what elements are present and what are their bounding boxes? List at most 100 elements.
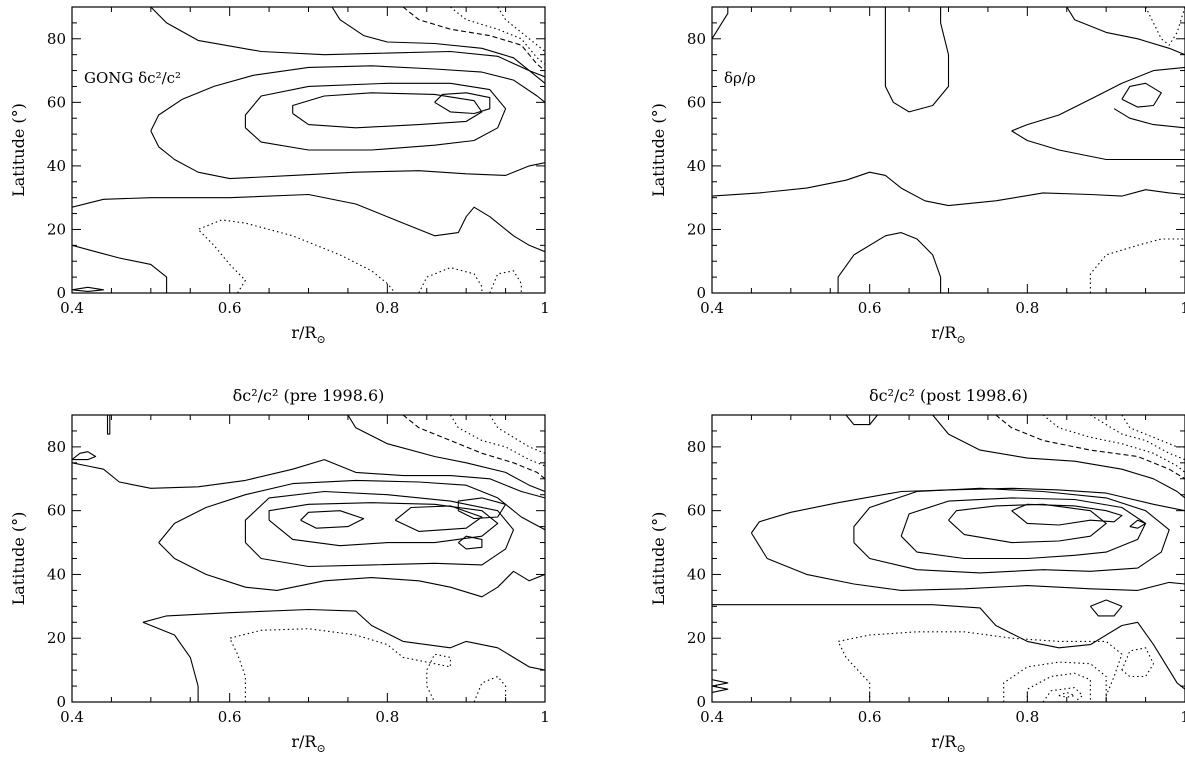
x-tick-label: 0.8 [1015, 708, 1039, 726]
y-axis-label: Latitude (°) [9, 103, 28, 197]
x-tick-label: 0.8 [375, 299, 399, 317]
x-axis-label-main: r/R [931, 732, 957, 751]
contour-line-dotted [1058, 691, 1076, 698]
panel-annotation: GONG δc²/c² [84, 69, 181, 87]
plot-frame [71, 414, 546, 703]
x-tick-label: 1 [1180, 299, 1185, 317]
x-tick-label: 0.8 [1015, 299, 1039, 317]
x-axis-label-subscript: ⊙ [956, 742, 965, 755]
contour-lines [72, 7, 545, 293]
contour-line-solid [434, 92, 491, 115]
y-axis-label: Latitude (°) [9, 512, 28, 606]
x-tick-label: 1 [540, 708, 550, 726]
contour-line-solid [72, 451, 97, 461]
contour-panel-2: 0.4 0.6 0.8 1 0 20 40 60 80 r/R⊙ Latitude (°) δρ/ρ [649, 6, 1185, 346]
x-axis-label-subscript: ⊙ [956, 333, 965, 346]
y-axis-label: Latitude (°) [649, 512, 668, 606]
contour-line-dotted [229, 628, 451, 702]
contour-panel-3: 0.4 0.6 0.8 1 0 20 40 60 80 r/R⊙ Latitude (°) δc²/c… [9, 386, 550, 755]
contour-line-solid [1011, 66, 1185, 132]
x-tick-label: 0.6 [858, 708, 882, 726]
y-tick-label: 60 [47, 502, 66, 520]
contour-line-solid [142, 608, 545, 671]
y-tick-label: 20 [687, 220, 706, 238]
x-axis-label: r/R⊙ [931, 732, 965, 755]
x-tick-label: 0.6 [858, 299, 882, 317]
contour-line-dotted [197, 219, 396, 293]
y-tick-label: 20 [47, 629, 66, 647]
contour-line-solid [712, 7, 729, 40]
x-axis-label: r/R⊙ [291, 732, 325, 755]
contour-line-solid [932, 415, 1185, 499]
x-axis-label: r/R⊙ [291, 323, 325, 346]
contour-line-dotted [1089, 238, 1185, 293]
contour-line-solid [750, 487, 1185, 534]
contour-line-solid [72, 193, 545, 253]
contour-line-solid [1113, 108, 1185, 129]
contour-line-solid [900, 497, 1147, 560]
x-tick-label: 0.4 [60, 299, 84, 317]
y-tick-label: 40 [687, 565, 706, 583]
x-axis-label-main: r/R [291, 323, 317, 342]
contour-line-solid [150, 130, 545, 180]
contour-line-solid [292, 92, 483, 129]
contour-line-solid [268, 502, 499, 547]
y-tick-label: 40 [47, 157, 66, 175]
x-axis-label-main: r/R [931, 323, 957, 342]
contour-line-solid [712, 171, 1185, 207]
contour-line-dotted [1003, 661, 1107, 702]
contour-line-dotted [1090, 415, 1185, 461]
contour-line-dashed [402, 7, 545, 72]
contour-line-solid [1121, 82, 1162, 108]
x-axis-label-subscript: ⊙ [316, 742, 325, 755]
y-tick-label: 40 [687, 157, 706, 175]
y-tick-label: 80 [47, 30, 66, 48]
panel-annotation: δρ/ρ [724, 69, 756, 87]
contour-line-dotted [1145, 7, 1185, 46]
contour-line-solid [150, 65, 545, 132]
y-tick-label: 80 [47, 438, 66, 456]
plot-frame [711, 6, 1185, 294]
y-tick-label: 60 [687, 93, 706, 111]
y-tick-label: 60 [687, 502, 706, 520]
contour-line-dotted [450, 7, 545, 65]
contour-line-solid [457, 497, 507, 520]
contour-line-solid [750, 532, 1185, 591]
y-tick-label: 0 [696, 693, 706, 711]
contour-line-solid [1011, 503, 1123, 526]
contour-line-dotted [418, 267, 483, 293]
contour-line-solid [300, 510, 365, 529]
x-axis-label-main: r/R [291, 732, 317, 751]
contour-panel-1: 0.4 0.6 0.8 1 0 20 40 60 80 r/R⊙ Latitude (°) GONG … [9, 6, 550, 346]
contour-line-dotted [1121, 647, 1155, 678]
contour-line-solid [158, 479, 545, 543]
contour-line-solid [457, 535, 483, 550]
contour-line-solid [884, 7, 950, 113]
y-tick-label: 20 [687, 629, 706, 647]
contour-line-dotted [489, 415, 545, 454]
contour-line-solid [347, 415, 545, 493]
y-tick-label: 60 [47, 93, 66, 111]
contour-panel-4: 0.4 0.6 0.8 1 0 20 40 60 80 r/R⊙ Latitude (°) δc²/c… [649, 386, 1185, 755]
y-tick-label: 40 [47, 565, 66, 583]
contour-lines [72, 415, 545, 702]
contour-line-solid [712, 604, 1185, 690]
x-tick-label: 0.4 [700, 299, 724, 317]
contour-lines [712, 415, 1185, 702]
plot-frame [711, 414, 1185, 703]
contour-line-dashed [995, 415, 1185, 480]
contour-line-solid [150, 7, 545, 78]
contour-line-solid [331, 7, 545, 84]
x-tick-label: 1 [1180, 708, 1185, 726]
y-tick-label: 80 [687, 30, 706, 48]
x-tick-label: 0.6 [218, 708, 242, 726]
contour-line-dotted [1042, 415, 1185, 473]
contour-line-solid [1129, 519, 1147, 529]
contour-line-solid [1066, 7, 1185, 56]
y-tick-label: 0 [56, 693, 66, 711]
contour-line-dashed [402, 415, 545, 480]
contour-line-solid [1011, 130, 1185, 161]
x-tick-label: 0.4 [700, 708, 724, 726]
contour-line-dotted [1121, 415, 1185, 448]
